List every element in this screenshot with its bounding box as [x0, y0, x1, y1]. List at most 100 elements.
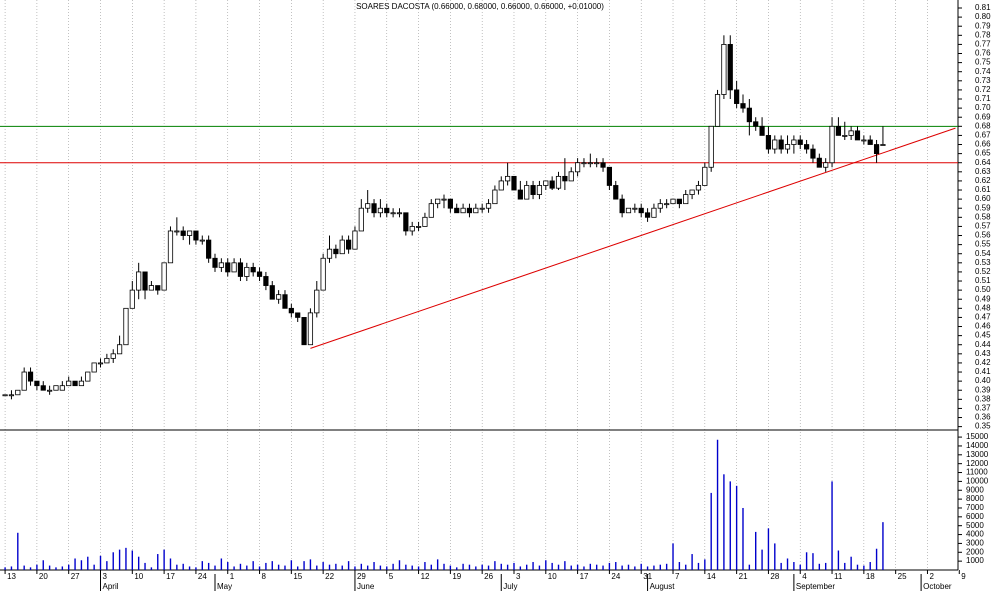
volume-tick-label: 4000 [966, 530, 984, 539]
volume-tick-label: 5000 [966, 521, 984, 530]
candle-body [511, 175, 517, 191]
candle-body [244, 266, 250, 277]
candle-body [823, 162, 829, 168]
x-tick-label: 29 [357, 572, 366, 581]
candle-body [212, 257, 218, 268]
candle-body [231, 262, 237, 273]
x-tick-label: 7 [675, 572, 680, 581]
x-tick-label: 4 [802, 572, 807, 581]
x-tick-label: 9 [961, 572, 966, 581]
candle-body [689, 189, 695, 195]
candle-body [479, 207, 485, 210]
month-label: July [503, 582, 517, 591]
candle-body [358, 207, 364, 232]
month-label: September [796, 582, 835, 591]
candle-body [237, 262, 244, 277]
y-tick-label: 0.55 [975, 240, 991, 249]
candle-body [835, 125, 842, 136]
y-tick-label: 0.49 [975, 294, 991, 303]
y-tick-label: 0.79 [975, 21, 991, 30]
candle-body [778, 139, 784, 150]
candle-body [282, 294, 288, 309]
candle-body [600, 162, 606, 168]
y-tick-label: 0.57 [975, 222, 991, 231]
x-tick-label: 15 [293, 572, 302, 581]
x-tick-label: 20 [39, 572, 48, 581]
candle-body [390, 212, 396, 215]
x-tick-label: 22 [325, 572, 334, 581]
y-tick-label: 0.46 [975, 322, 991, 331]
candle-body [873, 144, 880, 155]
x-tick-label: 5 [389, 572, 394, 581]
candle-body [21, 371, 27, 391]
candle-body [441, 198, 447, 201]
candle-body [664, 203, 670, 206]
x-tick-label: 3 [103, 572, 108, 581]
x-tick-label: 25 [898, 572, 907, 581]
candle-body [47, 389, 53, 392]
candle-body [638, 207, 644, 214]
candle-body [85, 371, 91, 382]
x-tick-label: 17 [580, 572, 589, 581]
y-tick-label: 0.43 [975, 349, 991, 358]
candle-body [625, 207, 632, 214]
candle-body [301, 317, 307, 346]
candle-body [384, 207, 390, 214]
y-tick-label: 0.77 [975, 40, 991, 49]
y-tick-label: 0.48 [975, 303, 991, 312]
candle-body [180, 230, 186, 236]
chart-title: SOARES DACOSTA (0.66000, 0.68000, 0.6600… [356, 2, 604, 11]
y-tick-label: 0.66 [975, 140, 991, 149]
candle-body [2, 394, 8, 397]
volume-tick-label: 2000 [966, 547, 984, 556]
y-tick-label: 0.65 [975, 149, 991, 158]
candle-body [428, 203, 434, 218]
candle-body [288, 307, 294, 314]
candle-body [613, 185, 619, 200]
volume-tick-label: 7000 [966, 503, 984, 512]
candle-body [415, 226, 422, 228]
candle-body [218, 262, 224, 268]
candle-body [524, 185, 530, 200]
x-tick-label: 8 [262, 572, 267, 581]
volume-tick-label: 1000 [966, 556, 984, 565]
trendline [310, 127, 956, 349]
candle-body [447, 198, 453, 209]
candle-body [97, 362, 104, 365]
candle-body [555, 175, 562, 189]
y-tick-label: 0.62 [975, 176, 991, 185]
y-tick-label: 0.80 [975, 12, 991, 21]
candle-body [466, 207, 473, 214]
candle-body [651, 207, 657, 218]
y-tick-label: 0.44 [975, 340, 991, 349]
volume-tick-label: 6000 [966, 512, 984, 521]
candle-body [702, 166, 708, 186]
candle-body [206, 239, 212, 259]
candle-body [714, 94, 721, 127]
candle-body [27, 371, 34, 382]
candle-body [53, 385, 59, 391]
candle-body [543, 180, 549, 186]
y-tick-label: 0.78 [975, 30, 991, 39]
candle-body [791, 139, 797, 145]
candle-body [256, 271, 263, 277]
candle-body [676, 198, 682, 205]
volume-tick-label: 9000 [966, 485, 984, 494]
volume-tick-label: 12000 [966, 459, 989, 468]
y-tick-label: 0.52 [975, 267, 991, 276]
candle-body [15, 389, 21, 396]
candle-body [136, 271, 142, 291]
candle-body [784, 144, 791, 150]
y-tick-label: 0.61 [975, 185, 991, 194]
candle-body [129, 289, 135, 309]
candle-body [371, 203, 377, 214]
candle-body [816, 157, 822, 168]
y-tick-label: 0.51 [975, 276, 991, 285]
x-tick-label: 10 [548, 572, 557, 581]
candle-body [517, 189, 523, 200]
candle-body [549, 180, 555, 189]
candle-body [174, 230, 180, 233]
candle-body [562, 175, 568, 182]
x-tick-label: 2 [929, 572, 934, 581]
